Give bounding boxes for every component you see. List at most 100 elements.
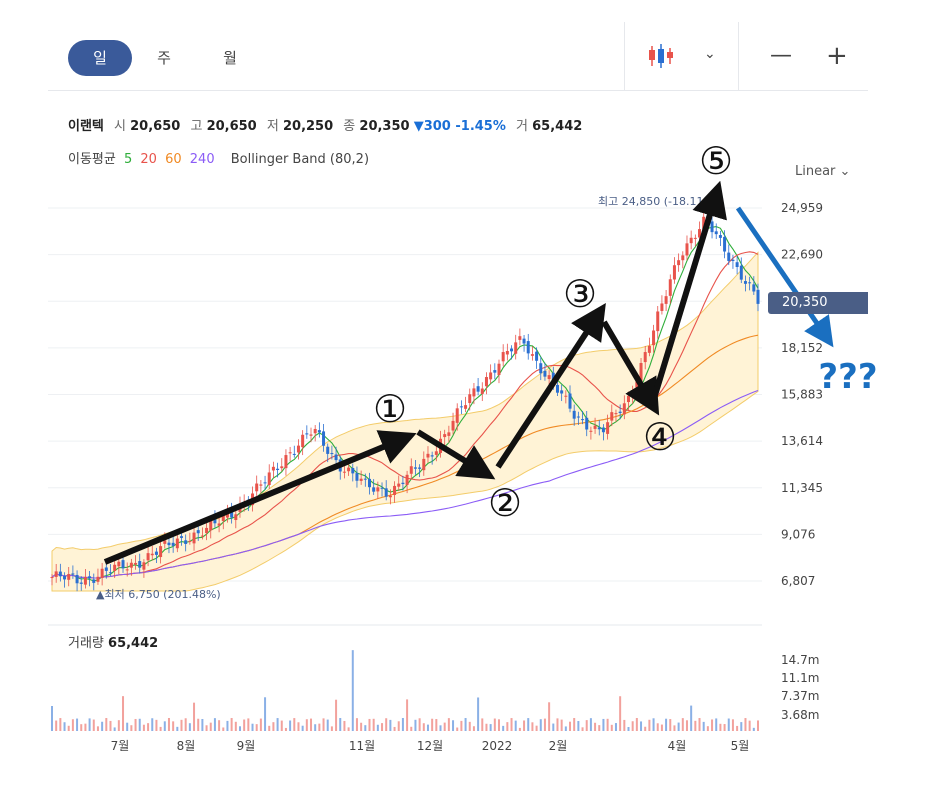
candle-body [560,390,564,394]
volume-tick-label: 11.1m [781,671,819,685]
volume-bar [71,719,74,731]
volume-bar [514,720,517,731]
chevron-down-icon[interactable]: ⌄ [704,46,716,62]
volume-bar [205,725,208,731]
volume-tick-label: 3.68m [781,708,819,722]
candle-body [167,542,171,546]
candle-body [342,471,346,473]
volume-bar [372,718,375,731]
volume-bar [138,718,141,731]
candle-body [196,530,200,534]
change-value: ▼300 -1.45% [413,119,506,134]
volume-bar [96,726,99,731]
zoom-out-icon[interactable]: — [770,43,792,68]
candle-body [685,243,689,256]
volume-bar [122,696,125,731]
candle-body [276,468,280,471]
volume-bar [518,727,521,731]
candle-body [125,569,129,571]
candle-body [606,422,610,434]
volume-bar [397,721,400,731]
candle-body [489,372,493,380]
volume-bar [268,725,271,731]
candle-body [317,430,321,433]
volume-bar [660,724,663,731]
volume-bar [635,718,638,731]
candle-body [677,260,681,266]
candle-body [422,458,426,471]
volume-bar [80,724,83,731]
y-tick-label: 18,152 [781,341,823,355]
candle-body [96,576,100,582]
candle-body [175,538,179,549]
candle-body [372,487,376,492]
candle-body [184,540,188,544]
high-value: 20,650 [206,119,257,134]
volume-bar [723,724,726,731]
x-tick-label: 4월 [668,739,687,753]
volume-bar [310,718,313,731]
candle-body [334,454,338,461]
volume-bar [614,723,617,731]
volume-bar [740,722,743,731]
candle-body [522,338,526,344]
candle-body [100,568,104,578]
chart-toolbar: 일 주 월 ⌄ — + [48,22,868,91]
tab-weekly[interactable]: 주 [157,49,171,67]
volume-bar [88,718,91,731]
volume-bar [385,718,388,731]
tab-daily[interactable]: 일 [68,40,132,76]
candlestick-icon[interactable] [646,42,680,76]
current-price-tag: 20,350 [768,292,868,314]
candle-body [451,420,455,431]
bollinger-label: Bollinger Band (80,2) [230,152,370,167]
candle-body [326,446,330,454]
volume-bar [648,719,651,731]
candle-body [631,392,635,397]
scale-mode-label: Linear [795,164,836,179]
wave-number-1: ① [373,387,407,431]
candle-body [718,235,722,238]
volume-bar [289,720,292,731]
candle-body [497,363,501,376]
volume-bar [435,719,438,731]
volume-bar [314,724,317,731]
candle-body [79,582,83,584]
ma-240: 240 [189,152,215,167]
volume-bar [594,722,597,731]
wave-arrow [601,320,660,416]
candle-body [564,395,568,397]
wave-arrow [649,180,727,406]
candle-body [296,445,300,453]
volume-bar [552,723,555,731]
candle-body [255,483,259,492]
volume-tick-label: 7.37m [781,689,819,703]
wave-number-5: ⑤ [699,139,733,183]
volume-bar [569,721,572,731]
candle-body [209,520,213,531]
volume-bar [376,724,379,731]
tab-monthly[interactable]: 월 [223,49,237,67]
candle-body [221,515,225,522]
zoom-in-icon[interactable]: + [826,41,848,71]
candle-body [355,473,359,481]
volume-bar [752,727,755,731]
candle-body [660,303,664,311]
candle-body [83,577,87,585]
candle-body [330,453,334,455]
candle-body [601,427,605,433]
volume-bar [694,720,697,731]
volume-bar [301,725,304,731]
volume-bar [176,726,179,731]
candle-body [493,370,497,373]
close-value: 20,350 [359,119,410,134]
candle-body [555,384,559,393]
candle-body [710,221,714,233]
scale-selector[interactable]: Linear ⌄ [795,164,850,179]
volume-bar [665,718,668,731]
volume-bar [623,719,626,731]
volume-bar [159,726,162,731]
candle-body [384,488,388,497]
candle-body [200,535,204,537]
volume-bar [51,706,53,731]
